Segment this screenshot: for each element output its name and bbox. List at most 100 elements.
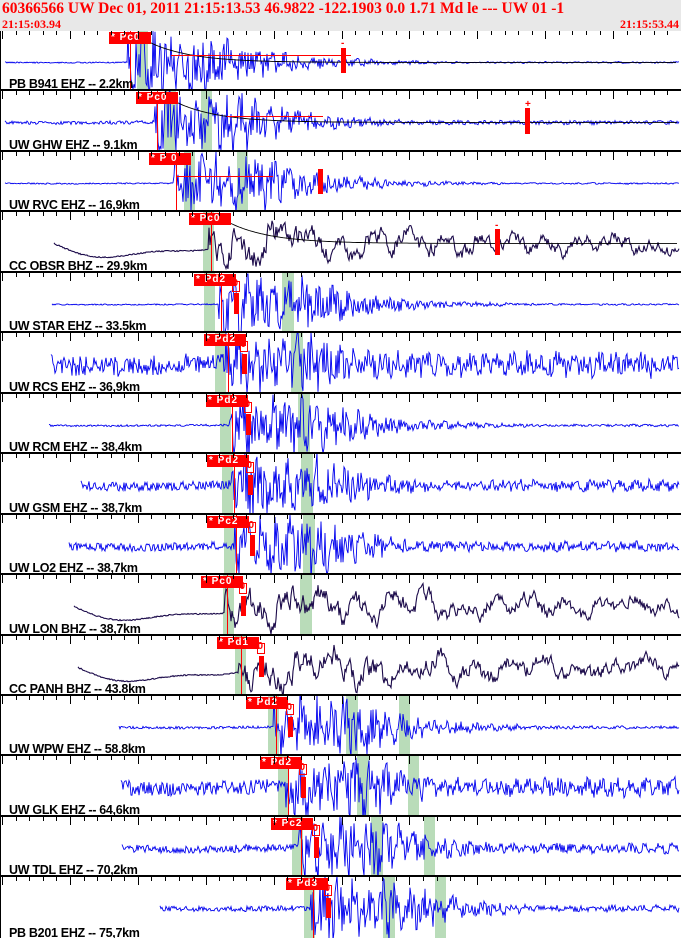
amplitude-marker-bar[interactable] xyxy=(245,414,251,435)
trace-panel[interactable]: * Pd2 0 UW GSM EHZ -- 38,7km xyxy=(1,454,681,515)
axis-tick xyxy=(409,756,411,765)
amplitude-marker-bar[interactable] xyxy=(249,535,255,556)
amplitude-marker-box[interactable] xyxy=(312,824,320,836)
phase-pick-line[interactable] xyxy=(211,212,213,271)
axis-tick xyxy=(246,816,248,821)
trace-panel[interactable]: * P 0 UW RVC EHZ -- 16,9km xyxy=(1,151,681,213)
axis-tick xyxy=(124,816,126,821)
amplitude-marker-bar[interactable] xyxy=(247,474,253,496)
phase-pick-line[interactable] xyxy=(301,816,303,876)
axis-tick xyxy=(640,151,642,156)
phase-pick-label[interactable]: * Pc0 xyxy=(201,576,243,589)
phase-pick-line[interactable] xyxy=(234,454,236,513)
amplitude-marker-box[interactable] xyxy=(246,462,254,474)
amplitude-marker-bar[interactable] xyxy=(525,108,530,134)
axis-tick xyxy=(518,333,519,338)
trace-panel[interactable]: * Pc0 0 UW LON BHZ -- 38,7km xyxy=(1,575,681,636)
axis-tick xyxy=(314,333,316,338)
axis-tick xyxy=(613,575,615,584)
axis-tick xyxy=(83,31,85,35)
phase-pick-label[interactable]: * Pd2 xyxy=(206,394,248,407)
amplitude-marker-bar[interactable] xyxy=(495,229,500,255)
axis-tick xyxy=(42,212,44,217)
header-bar: 60366566 UW Dec 01, 2011 21:15:13.53 46.… xyxy=(0,0,681,41)
amplitude-marker-box[interactable] xyxy=(286,703,294,715)
trace-panel[interactable]: * Pc2 0 UW TDL EHZ -- 70,2km xyxy=(1,816,681,878)
phase-pick-line[interactable] xyxy=(221,272,223,332)
station-label: UW RVC EHZ -- 16,9km xyxy=(9,198,140,213)
phase-pick-label[interactable]: * Pc0 xyxy=(189,213,231,226)
phase-pick-line[interactable] xyxy=(228,333,230,392)
axis-tick xyxy=(69,31,71,39)
trace-panel[interactable]: * Pc2 0 UW LO2 EHZ -- 38,7km xyxy=(1,514,681,576)
axis-tick xyxy=(626,151,628,156)
axis-tick xyxy=(83,756,85,761)
amplitude-marker-box[interactable] xyxy=(239,582,247,594)
amplitude-marker-box[interactable] xyxy=(232,280,240,292)
phase-pick-label[interactable]: * Pc2 xyxy=(207,515,249,528)
axis-tick xyxy=(83,635,85,640)
phase-pick-line[interactable] xyxy=(176,151,178,211)
amplitude-marker-bar[interactable] xyxy=(258,656,264,677)
phase-pick-label[interactable]: * Pd1 xyxy=(217,636,259,649)
trace-panel[interactable]: * Pd2 0 UW RCS EHZ -- 36,9km xyxy=(1,333,681,394)
phase-pick-label[interactable]: * Pd2 xyxy=(207,455,249,468)
trace-panel[interactable]: * Pd2 0 UW STAR EHZ -- 33.5km xyxy=(1,272,681,334)
phase-pick-line[interactable] xyxy=(157,91,159,150)
amplitude-marker-bar[interactable] xyxy=(341,47,346,74)
amplitude-marker-bar[interactable] xyxy=(313,837,319,858)
phase-pick-label[interactable]: * Pd2 xyxy=(260,757,302,770)
axis-tick xyxy=(558,393,560,398)
axis-tick xyxy=(504,514,506,519)
phase-pick-line[interactable] xyxy=(276,695,278,755)
amplitude-marker-bar[interactable] xyxy=(300,776,306,798)
phase-pick-line[interactable] xyxy=(313,877,315,938)
trace-panel[interactable]: * Pc0 - CC OBSR BHZ -- 29.9km xyxy=(1,212,681,273)
axis-tick xyxy=(165,635,166,640)
trace-panel[interactable]: * Pd2 0 UW RCM EHZ -- 38,4km xyxy=(1,393,681,455)
phase-pick-line[interactable] xyxy=(130,31,132,90)
phase-pick-line[interactable] xyxy=(288,756,290,815)
axis-tick xyxy=(327,575,329,580)
amplitude-marker-box[interactable] xyxy=(240,341,248,353)
amplitude-marker-bar[interactable] xyxy=(233,293,239,314)
amplitude-marker-bar[interactable] xyxy=(325,897,331,919)
axis-tick xyxy=(69,393,71,402)
amplitude-marker-box[interactable] xyxy=(244,401,252,413)
phase-pick-label[interactable]: * Pc2 xyxy=(271,817,313,830)
trace-panel[interactable]: * Pc0 - PB B941 EHZ -- 2.2km xyxy=(1,31,681,92)
axis-tick xyxy=(613,151,615,160)
phase-pick-label[interactable]: * Pd2 xyxy=(246,696,288,709)
axis-tick xyxy=(2,514,3,523)
axis-tick xyxy=(273,635,275,644)
amplitude-marker-box[interactable] xyxy=(299,764,307,776)
phase-pick-label[interactable]: * Pc0 xyxy=(136,92,178,105)
axis-tick xyxy=(69,816,71,825)
amplitude-marker-box[interactable] xyxy=(257,643,265,655)
trace-panel[interactable]: * Pc0 + UW GHW EHZ -- 9.1km xyxy=(1,91,681,152)
phase-pick-line[interactable] xyxy=(227,575,229,634)
trace-panel[interactable]: * Pd2 0 UW GLK EHZ -- 64,6km xyxy=(1,756,681,817)
amplitude-marker-bar[interactable] xyxy=(287,716,293,738)
phase-pick-label[interactable]: * Pd2 xyxy=(204,334,246,347)
axis-tick xyxy=(585,333,587,338)
trace-panel[interactable]: * Pd3 0 PB B201 EHZ -- 75,7km xyxy=(1,877,681,938)
amplitude-marker-box[interactable] xyxy=(324,885,332,897)
phase-pick-label[interactable]: * Pd2 xyxy=(194,273,236,286)
axis-tick xyxy=(558,212,560,217)
axis-tick xyxy=(97,635,99,640)
axis-tick xyxy=(69,877,71,886)
phase-pick-label[interactable]: * Pd3 xyxy=(286,878,328,891)
axis-tick xyxy=(219,695,221,700)
amplitude-marker-bar[interactable] xyxy=(318,168,323,195)
trace-panel[interactable]: * Pd1 0 CC PANH BHZ -- 43.8km xyxy=(1,635,681,696)
phase-pick-line[interactable] xyxy=(232,393,234,453)
phase-pick-line[interactable] xyxy=(241,635,243,694)
amplitude-marker-box[interactable] xyxy=(248,522,256,534)
trace-panel[interactable]: * Pd2 0 UW WPW EHZ -- 58.8km xyxy=(1,695,681,757)
amplitude-marker-bar[interactable] xyxy=(241,353,247,375)
phase-pick-label[interactable]: * P 0 xyxy=(149,152,191,165)
phase-pick-line[interactable] xyxy=(236,514,238,574)
amplitude-marker-bar[interactable] xyxy=(240,595,246,617)
phase-pick-label[interactable]: * Pc0 xyxy=(109,32,151,44)
